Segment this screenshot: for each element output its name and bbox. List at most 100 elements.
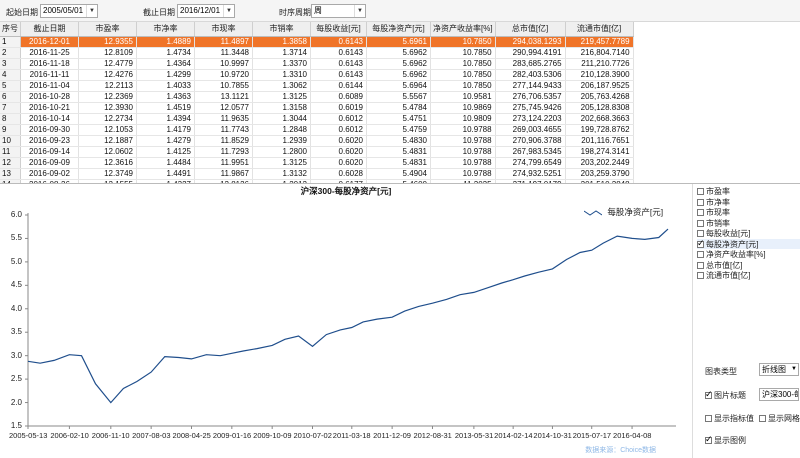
end-date-value: 2016/12/01 bbox=[180, 6, 221, 15]
table-row[interactable]: 13 2016-09-02 12.3749 1.4491 11.9867 1.3132 0.… bbox=[0, 168, 634, 180]
chevron-down-icon[interactable]: ▼ bbox=[791, 366, 797, 372]
series-option-checkbox[interactable]: 市销率 bbox=[697, 218, 730, 228]
title-text-input[interactable]: 沪深300-每 bbox=[759, 388, 799, 401]
table-cell: 10.7850 bbox=[430, 47, 496, 59]
table-cell: 0.6020 bbox=[310, 146, 367, 158]
checkbox-icon[interactable] bbox=[697, 198, 704, 206]
end-date-label: 截止日期 bbox=[143, 8, 175, 17]
title-toggle-checkbox[interactable]: 图片标题 bbox=[705, 389, 746, 400]
chart-type-label: 图表类型 bbox=[705, 367, 737, 376]
series-option-checkbox[interactable]: 总市值[亿] bbox=[697, 260, 742, 270]
table-cell: 5.4600 bbox=[366, 179, 431, 183]
period-select[interactable]: 周 ▼ bbox=[311, 4, 366, 18]
column-header[interactable]: 每股净资产[元] bbox=[366, 22, 431, 37]
column-header[interactable]: 序号 bbox=[0, 22, 21, 37]
chevron-down-icon[interactable]: ▼ bbox=[86, 5, 97, 17]
series-option-checkbox[interactable]: 净资产收益率[%] bbox=[697, 249, 766, 259]
column-header[interactable]: 市盈率 bbox=[78, 22, 137, 37]
table-cell: 12.3616 bbox=[78, 157, 137, 169]
table-row[interactable]: 7 2016-10-21 12.3930 1.4519 12.0577 1.3158 0.6… bbox=[0, 102, 634, 114]
table-cell: 10.9720 bbox=[194, 69, 253, 81]
row-index-cell: 12 bbox=[0, 157, 21, 169]
x-tick-label: 2011-12-09 bbox=[373, 431, 411, 440]
show-index-checkbox[interactable]: 显示指标值 bbox=[705, 413, 754, 423]
table-cell: 1.2848 bbox=[252, 124, 311, 136]
x-tick-label: 2010-07-02 bbox=[293, 431, 332, 440]
table-row[interactable]: 8 2016-10-14 12.2734 1.4394 11.9635 1.3044 0.6… bbox=[0, 113, 634, 125]
checkbox-icon[interactable] bbox=[697, 188, 704, 195]
series-option-checkbox[interactable]: 市现率 bbox=[697, 207, 730, 217]
table-cell: 10.9788 bbox=[430, 157, 496, 169]
table-cell: 12.8126 bbox=[194, 179, 253, 183]
checkbox-icon[interactable] bbox=[697, 251, 704, 258]
series-option-checkbox[interactable]: 每股收益[元] bbox=[697, 228, 750, 238]
checkbox-icon[interactable] bbox=[697, 238, 705, 249]
column-header[interactable]: 截止日期 bbox=[20, 22, 79, 37]
x-tick-label: 2015-07-17 bbox=[572, 431, 612, 440]
x-tick-label: 2009-10-09 bbox=[253, 431, 292, 440]
series-option-checkbox[interactable]: 每股净资产[元] bbox=[697, 238, 800, 249]
series-option-checkbox[interactable]: 市净率 bbox=[697, 197, 730, 207]
checkbox-icon[interactable] bbox=[705, 434, 713, 445]
table-cell: 10.7850 bbox=[430, 36, 496, 48]
column-header[interactable]: 市净率 bbox=[136, 22, 195, 37]
table-row[interactable]: 6 2016-10-28 12.2369 1.4363 13.1121 1.3125 0.6… bbox=[0, 91, 634, 103]
table-row[interactable]: 10 2016-09-23 12.1887 1.4279 11.8529 1.2939 0.… bbox=[0, 135, 634, 147]
column-header[interactable]: 总市值[亿] bbox=[495, 22, 566, 37]
row-index-cell: 5 bbox=[0, 80, 21, 92]
line-chart bbox=[25, 213, 676, 429]
table-cell: 205,128.8308 bbox=[565, 102, 634, 114]
data-table: 序号 截止日期 市盈率 市净率 市现率 市销率 每股收益[元] 每股净资产[元] 净资产收益率[… bbox=[0, 22, 634, 183]
column-header[interactable]: 市销率 bbox=[252, 22, 311, 37]
chart-type-select[interactable]: 折线图 ▼ bbox=[759, 363, 799, 376]
column-header[interactable]: 每股收益[元] bbox=[310, 22, 367, 37]
series-option-checkbox[interactable]: 市盈率 bbox=[697, 186, 730, 196]
start-date-picker[interactable]: 2005/05/01 ▼ bbox=[40, 4, 98, 18]
table-cell: 203,202.2449 bbox=[565, 157, 634, 169]
column-header[interactable]: 市现率 bbox=[194, 22, 253, 37]
chevron-down-icon[interactable]: ▼ bbox=[223, 5, 234, 17]
end-date-picker[interactable]: 2016/12/01 ▼ bbox=[177, 4, 235, 18]
checkbox-icon[interactable] bbox=[705, 415, 712, 422]
table-cell: 274,799.6549 bbox=[495, 157, 566, 169]
checkbox-icon[interactable] bbox=[697, 209, 704, 216]
show-legend-checkbox[interactable]: 显示图例 bbox=[705, 434, 746, 445]
table-row[interactable]: 9 2016-09-30 12.1053 1.4179 11.7743 1.2848 0.6… bbox=[0, 124, 634, 136]
table-cell: 0.6143 bbox=[310, 69, 367, 81]
table-cell: 1.4033 bbox=[136, 80, 195, 92]
filter-bar: 起始日期 2005/05/01 ▼ 截止日期 2016/12/01 ▼ 时序周期… bbox=[0, 0, 800, 22]
series-option-label: 每股收益[元] bbox=[706, 229, 751, 238]
checkbox-icon[interactable] bbox=[705, 389, 713, 400]
table-cell: 2016-11-18 bbox=[20, 58, 79, 70]
checkbox-icon[interactable] bbox=[697, 230, 704, 237]
table-cell: 11.8529 bbox=[194, 135, 253, 147]
checkbox-icon[interactable] bbox=[697, 272, 704, 279]
checkbox-icon[interactable] bbox=[697, 261, 704, 269]
table-row[interactable]: 11 2016-09-14 12.0602 1.4125 11.7293 1.2800 0.… bbox=[0, 146, 634, 158]
column-header[interactable]: 净资产收益率[%] bbox=[430, 22, 496, 37]
table-cell: 12.9355 bbox=[78, 36, 137, 48]
table-row[interactable]: 2 2016-11-25 12.8109 1.4734 11.3448 1.3714 0.6… bbox=[0, 47, 634, 59]
table-row[interactable]: 4 2016-11-11 12.4276 1.4299 10.9720 1.3310 0.6… bbox=[0, 69, 634, 81]
checkbox-icon[interactable] bbox=[697, 219, 704, 227]
table-cell: 12.1555 bbox=[78, 179, 137, 183]
table-cell: 1.4363 bbox=[136, 91, 195, 103]
table-cell: 294,038.1293 bbox=[495, 36, 566, 48]
column-header[interactable]: 流通市值[亿] bbox=[565, 22, 634, 37]
show-legend-label: 显示图例 bbox=[714, 436, 746, 445]
table-row[interactable]: 1 2016-12-01 12.9355 1.4889 11.4897 1.3858 0.6… bbox=[0, 36, 634, 48]
checkbox-icon[interactable] bbox=[759, 415, 766, 422]
x-tick-label: 2006-11-10 bbox=[91, 431, 130, 440]
start-date-value: 2005/05/01 bbox=[43, 6, 84, 15]
table-cell: 1.2939 bbox=[252, 135, 311, 147]
table-cell: 0.6020 bbox=[310, 135, 367, 147]
show-grid-checkbox[interactable]: 显示网格 bbox=[759, 413, 800, 423]
table-row[interactable]: 3 2016-11-18 12.4779 1.4364 10.9997 1.3370 0.6… bbox=[0, 58, 634, 70]
table-row[interactable]: 5 2016-11-04 12.2113 1.4033 10.7855 1.3062 0.6… bbox=[0, 80, 634, 92]
table-cell: 0.6144 bbox=[310, 80, 367, 92]
table-row[interactable]: 12 2016-09-09 12.3616 1.4484 11.9951 1.3125 0.… bbox=[0, 157, 634, 169]
table-row[interactable]: 14 2016-08-26 12.1555 1.4327 12.8126 1.2012 0.… bbox=[0, 179, 634, 183]
chevron-down-icon[interactable]: ▼ bbox=[354, 5, 365, 17]
series-option-label: 总市值[亿] bbox=[706, 260, 743, 270]
series-option-checkbox[interactable]: 流通市值[亿] bbox=[697, 270, 750, 280]
